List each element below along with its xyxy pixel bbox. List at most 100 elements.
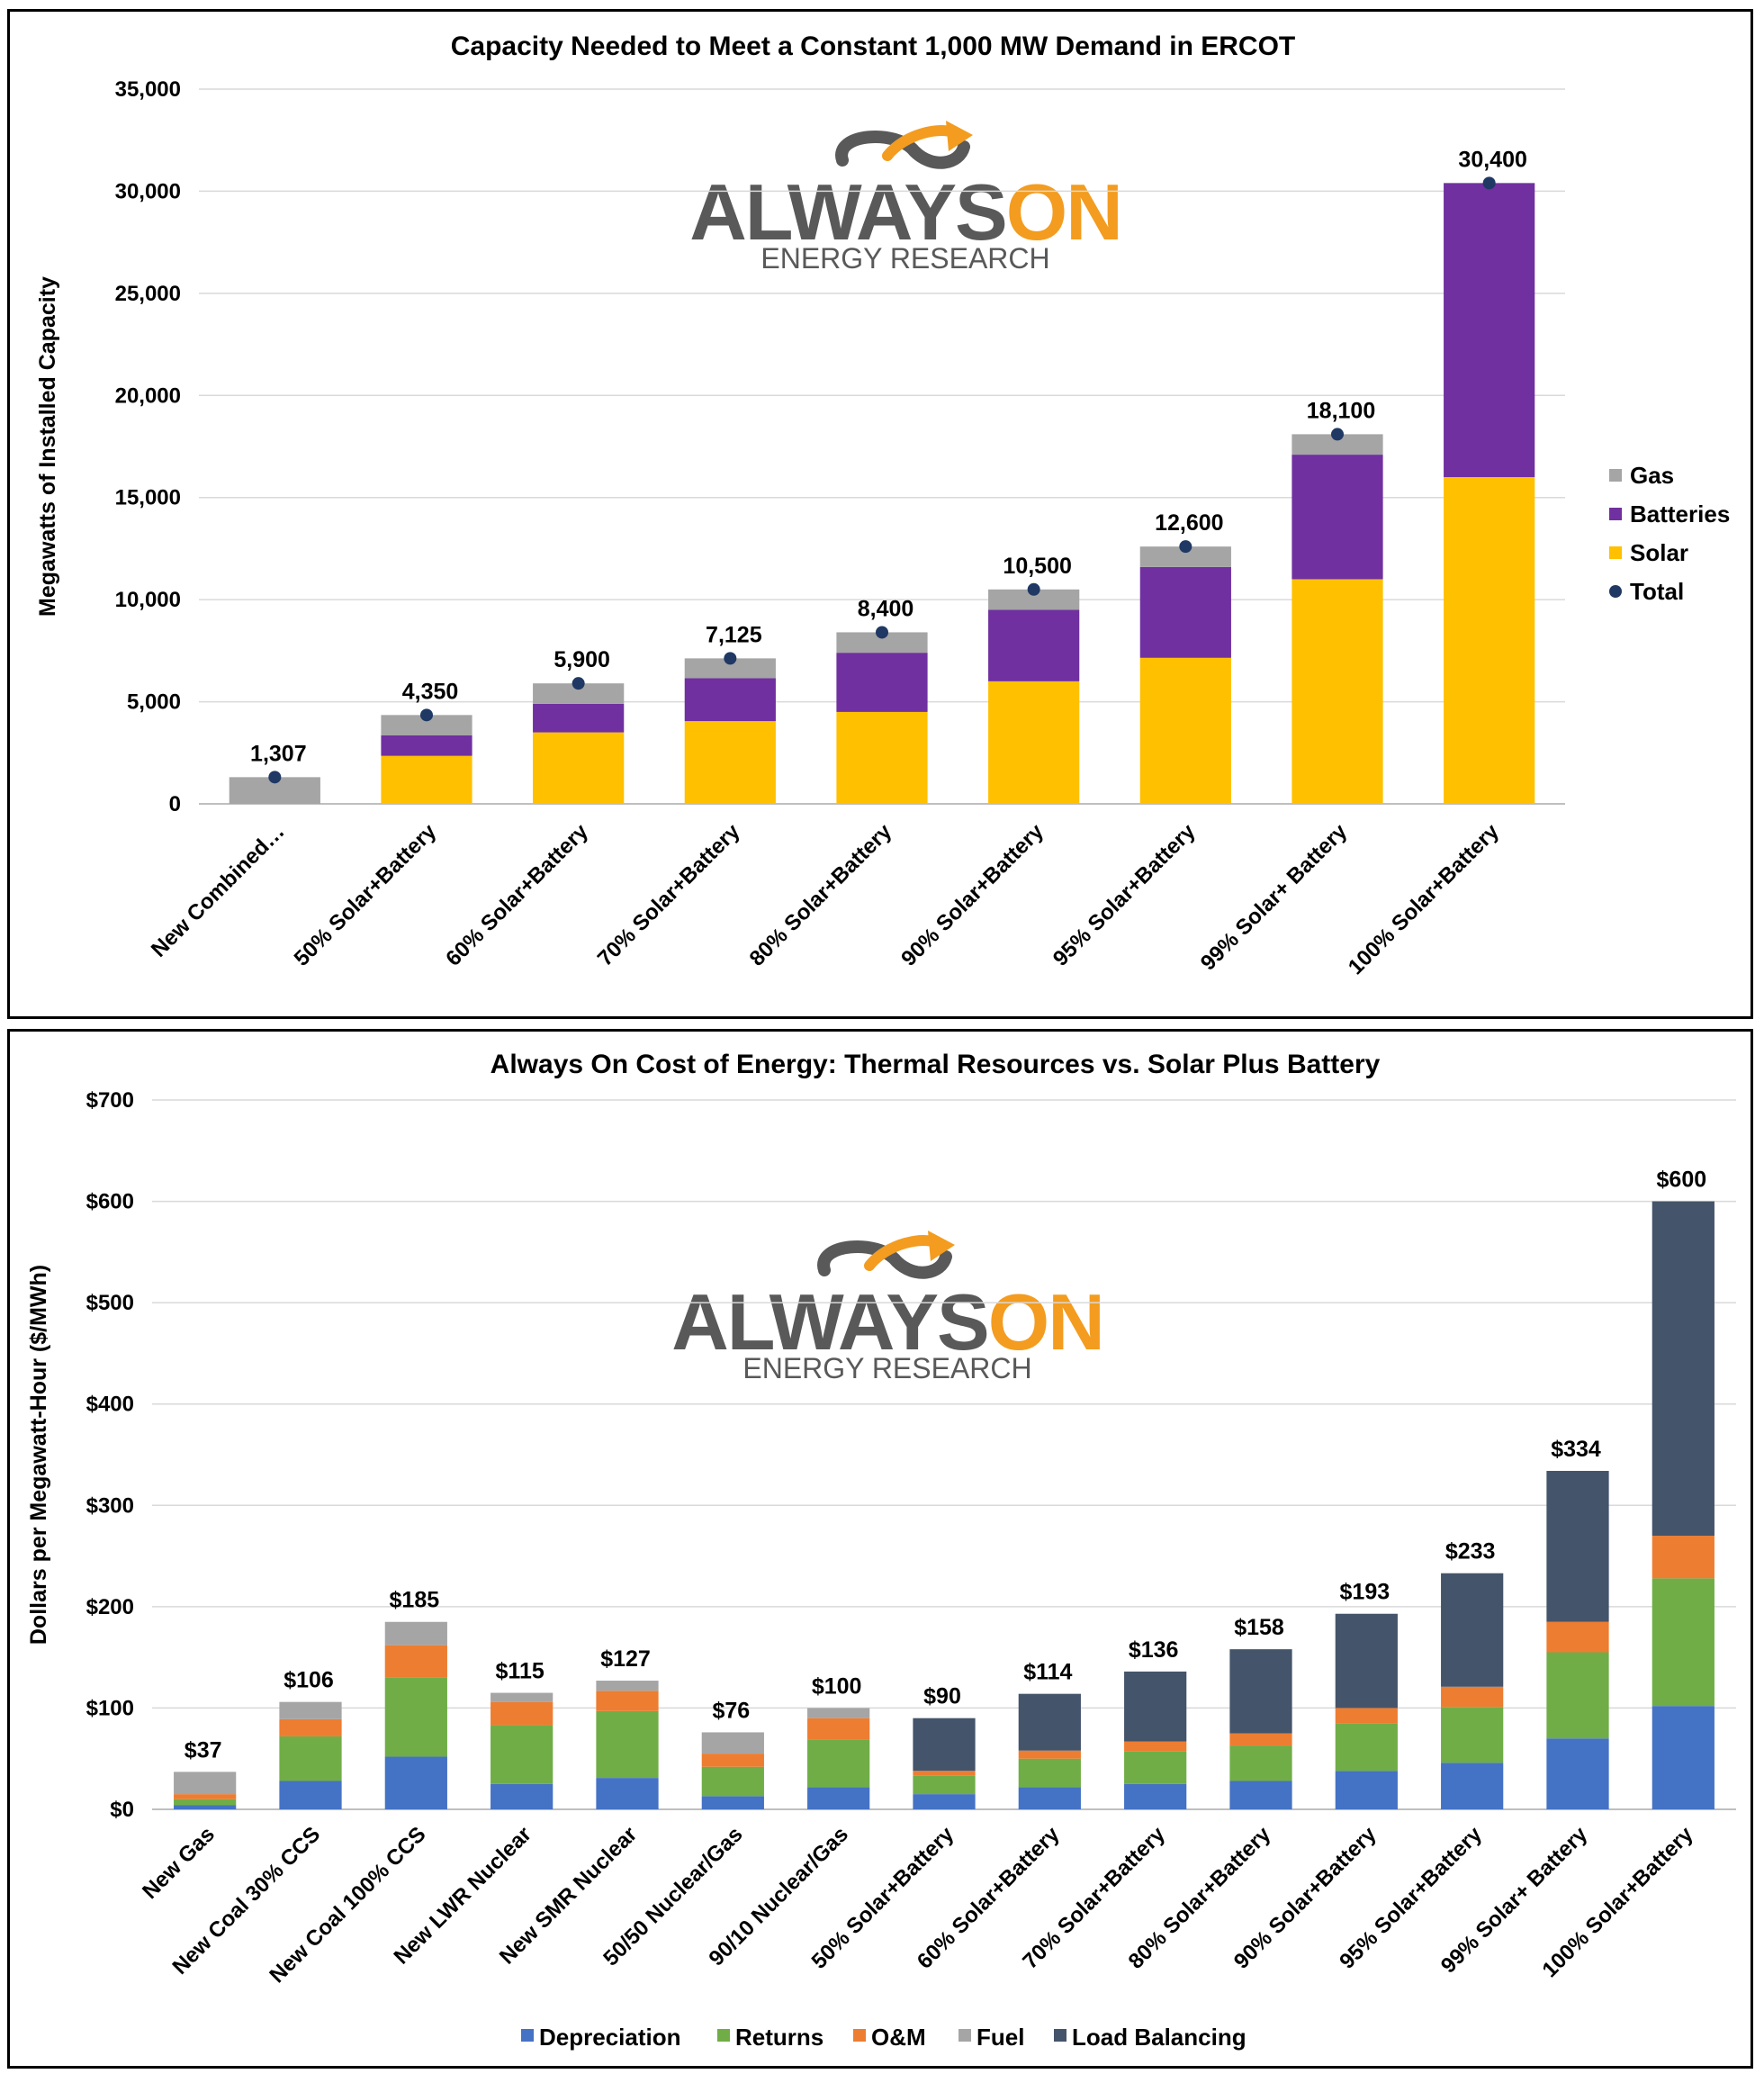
bar-segment-gas xyxy=(684,658,776,679)
bar-segment-returns xyxy=(701,1766,764,1797)
logo-word-left: ALWAYS xyxy=(671,1277,988,1366)
bar-segment-batteries xyxy=(381,735,472,756)
total-data-label: $334 xyxy=(1551,1437,1601,1462)
bar-segment-depreciation xyxy=(913,1794,976,1809)
bar-segment-depreciation xyxy=(596,1778,659,1809)
total-data-label: $100 xyxy=(812,1673,862,1699)
category-label: 50% Solar+Battery xyxy=(290,819,442,971)
category-label: 60% Solar+Battery xyxy=(441,819,593,971)
total-marker xyxy=(724,652,737,665)
total-data-label: $115 xyxy=(496,1659,544,1684)
logo-swoosh-gray xyxy=(835,131,970,169)
total-data-label: 5,900 xyxy=(554,647,610,672)
y-tick-label: 10,000 xyxy=(115,588,181,612)
bar-segment-returns xyxy=(1546,1652,1609,1739)
y-tick-label: $700 xyxy=(86,1088,134,1113)
bar-segment-fuel xyxy=(384,1621,447,1646)
logo-arrow-icon xyxy=(928,1231,955,1261)
y-tick-label: $300 xyxy=(86,1493,134,1518)
total-data-label: $90 xyxy=(923,1684,961,1709)
bar-segment-returns xyxy=(1652,1578,1714,1707)
bar-segment-o-m xyxy=(807,1718,870,1740)
bar-segment-load-balancing xyxy=(1652,1201,1714,1537)
bar-segment-gas xyxy=(836,632,928,654)
total-data-label: 7,125 xyxy=(706,622,762,647)
legend-label-depreciation: Depreciation xyxy=(539,2024,681,2051)
bar-segment-o-m xyxy=(1652,1536,1714,1579)
bar-segment-load-balancing xyxy=(1441,1573,1504,1687)
logo-word-right: ON xyxy=(988,1277,1103,1366)
bar-segment-returns xyxy=(490,1725,554,1784)
bar-segment-gas xyxy=(1292,434,1383,455)
y-tick-label: 30,000 xyxy=(115,179,181,203)
bar-segment-returns xyxy=(1018,1758,1081,1788)
bar-segment-returns xyxy=(1124,1751,1187,1784)
legend-swatch-batteries xyxy=(1609,508,1622,520)
bar-segment-depreciation xyxy=(1229,1781,1292,1809)
bar-segment-returns xyxy=(807,1739,870,1788)
legend-label-total: Total xyxy=(1630,578,1684,605)
total-data-label: 1,307 xyxy=(250,741,307,766)
category-label: New Combined… xyxy=(147,819,290,962)
bar-segment-depreciation xyxy=(1546,1738,1609,1809)
category-label: 100% Solar+Battery xyxy=(1344,819,1505,980)
total-marker xyxy=(1331,428,1344,441)
bar-segment-solar xyxy=(381,755,472,804)
bar-segment-depreciation xyxy=(807,1787,870,1809)
y-tick-label: $400 xyxy=(86,1393,134,1417)
bar-segment-solar xyxy=(533,732,625,804)
logo-subtitle: ENERGY RESEARCH xyxy=(760,242,1049,275)
category-label: 80% Solar+Battery xyxy=(745,819,897,971)
bar-segment-returns xyxy=(279,1736,342,1781)
chart-title: Capacity Needed to Meet a Constant 1,000… xyxy=(451,32,1296,61)
bar-segment-depreciation xyxy=(1335,1771,1398,1809)
total-data-label: $106 xyxy=(284,1668,334,1693)
bar-segment-o-m xyxy=(1335,1708,1398,1724)
bar-segment-solar xyxy=(1292,579,1383,804)
bar-segment-batteries xyxy=(1444,183,1535,478)
bar-segment-batteries xyxy=(533,703,625,733)
capacity-chart-panel: ALWAYSON ENERGY RESEARCH Capacity Needed t… xyxy=(7,9,1753,1019)
chart-title: Always On Cost of Energy: Thermal Resour… xyxy=(490,1050,1381,1079)
y-tick-label: $500 xyxy=(86,1291,134,1315)
bar-segment-o-m xyxy=(1546,1621,1609,1653)
bar-segment-o-m xyxy=(1229,1733,1292,1746)
bar-segment-o-m xyxy=(279,1718,342,1736)
bar-segment-batteries xyxy=(1139,566,1231,658)
bar-segment-load-balancing xyxy=(1546,1471,1609,1622)
total-marker xyxy=(1027,582,1040,596)
y-tick-label: 20,000 xyxy=(115,383,181,408)
bar-segment-gas xyxy=(533,683,625,704)
bar-segment-fuel xyxy=(596,1681,659,1691)
bar-segment-load-balancing xyxy=(913,1718,976,1772)
logo-swoosh-gray xyxy=(817,1240,952,1279)
bar-segment-o-m xyxy=(596,1691,659,1711)
y-tick-label: $200 xyxy=(86,1595,134,1619)
bar-segment-gas xyxy=(988,589,1080,610)
bar-segment-o-m xyxy=(913,1771,976,1776)
bar-segment-fuel xyxy=(174,1772,237,1795)
total-data-label: 10,500 xyxy=(1003,554,1071,579)
bar-segment-depreciation xyxy=(279,1781,342,1809)
total-data-label: $127 xyxy=(600,1646,651,1672)
bar-segment-depreciation xyxy=(174,1805,237,1809)
bar-segment-returns xyxy=(596,1710,659,1779)
y-tick-label: 5,000 xyxy=(127,690,181,715)
bar-segment-batteries xyxy=(988,609,1080,681)
logo-word-left: ALWAYS xyxy=(689,167,1006,257)
bar-segment-o-m xyxy=(384,1645,447,1678)
bar-segment-returns xyxy=(913,1775,976,1795)
legend-label-fuel: Fuel xyxy=(976,2024,1024,2051)
y-tick-label: 35,000 xyxy=(115,77,181,102)
legend-swatch-depreciation xyxy=(521,2029,534,2042)
bar-segment-o-m xyxy=(174,1794,237,1799)
bar-segment-fuel xyxy=(490,1692,554,1702)
bar-segment-depreciation xyxy=(384,1756,447,1809)
y-tick-label: 25,000 xyxy=(115,282,181,306)
total-data-label: $76 xyxy=(712,1698,750,1723)
legend-label-batteries: Batteries xyxy=(1630,500,1730,528)
bar-segment-returns xyxy=(384,1677,447,1757)
legend-swatch-returns xyxy=(717,2029,730,2042)
total-data-label: 4,350 xyxy=(402,679,459,704)
